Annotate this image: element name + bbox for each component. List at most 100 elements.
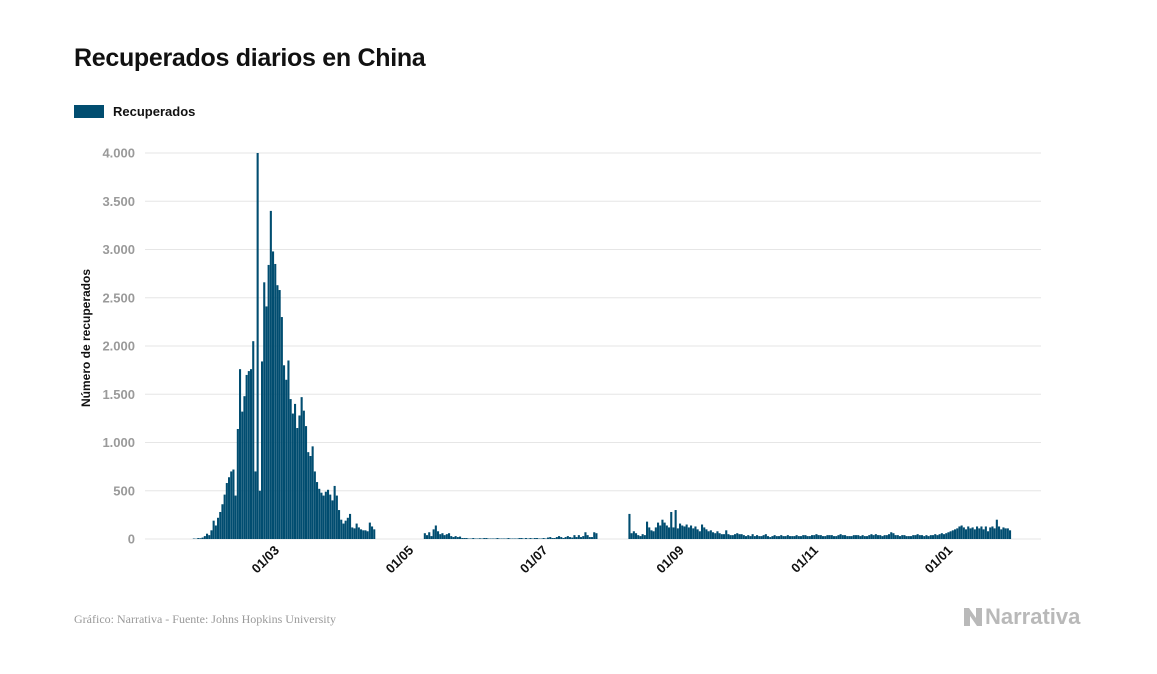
bar: [434, 525, 437, 539]
bar: [819, 535, 822, 539]
bar: [287, 360, 290, 540]
bar: [448, 533, 451, 539]
bar: [903, 535, 906, 539]
bar: [456, 537, 459, 539]
bar: [668, 527, 671, 539]
bar: [782, 536, 785, 540]
bar: [272, 251, 275, 539]
bar: [320, 492, 323, 539]
bar: [910, 536, 913, 540]
bar: [208, 535, 211, 539]
bar: [925, 535, 928, 539]
bar: [901, 535, 904, 539]
bar: [932, 535, 935, 539]
bar: [745, 536, 748, 540]
bar: [657, 522, 660, 540]
bar: [912, 535, 915, 539]
bar: [432, 529, 435, 539]
bar: [789, 536, 792, 540]
bar: [430, 536, 433, 540]
bar: [219, 511, 222, 539]
bar: [366, 531, 369, 539]
bar: [756, 535, 759, 539]
bar: [243, 396, 246, 539]
bar: [760, 536, 763, 540]
bar: [360, 529, 363, 539]
bar: [685, 524, 688, 539]
bar: [263, 282, 266, 539]
bar: [643, 535, 646, 539]
bar: [877, 535, 880, 539]
bar: [940, 533, 943, 539]
bar: [228, 477, 231, 539]
bar: [881, 536, 884, 540]
bar: [738, 534, 741, 539]
bar: [278, 290, 281, 539]
bar: [954, 529, 957, 539]
bar: [692, 528, 695, 539]
bar: [586, 535, 589, 539]
bar: [762, 535, 765, 539]
bar: [945, 533, 948, 539]
bar: [855, 535, 858, 539]
bar: [663, 522, 666, 540]
bar: [562, 538, 565, 539]
bar: [428, 532, 431, 540]
bar: [285, 379, 288, 539]
bar: [828, 535, 831, 539]
bar: [580, 537, 583, 539]
bar: [551, 538, 554, 539]
bar: [890, 532, 893, 540]
y-tick-label: 1.500: [102, 387, 135, 402]
bar: [824, 536, 827, 540]
bar: [852, 535, 855, 539]
bar: [201, 537, 204, 539]
bar: [234, 495, 237, 539]
bar: [294, 403, 297, 539]
bar: [351, 527, 354, 539]
x-tick-label: 01/03: [249, 543, 283, 577]
bar: [443, 535, 446, 539]
bar: [661, 519, 664, 539]
bar: [956, 528, 959, 539]
x-tick-label: 01/11: [788, 543, 821, 576]
bar: [701, 524, 704, 539]
bar: [296, 428, 299, 539]
bar: [496, 538, 499, 539]
bar: [210, 530, 213, 540]
bar: [731, 535, 734, 539]
bar: [995, 519, 998, 539]
bar: [245, 374, 248, 539]
bar: [371, 526, 374, 539]
bar: [872, 535, 875, 539]
bar: [298, 415, 301, 539]
bar: [648, 527, 651, 539]
bar: [355, 523, 358, 539]
bar: [960, 525, 963, 539]
bar: [951, 530, 954, 540]
bar: [705, 529, 708, 539]
bar: [1006, 528, 1009, 539]
bar: [813, 535, 816, 539]
bar: [555, 537, 558, 539]
bar: [344, 520, 347, 539]
bar: [683, 526, 686, 539]
bar: [870, 534, 873, 539]
legend-label: Recuperados: [113, 104, 196, 119]
bar: [927, 536, 930, 540]
bar: [830, 535, 833, 539]
bar: [694, 526, 697, 539]
bar: [969, 528, 972, 539]
bar: [727, 534, 730, 539]
bar: [316, 482, 319, 539]
bar: [802, 535, 805, 539]
bar: [971, 527, 974, 539]
bar: [844, 535, 847, 539]
bar: [863, 536, 866, 540]
bar: [775, 536, 778, 540]
bar: [364, 530, 367, 540]
y-tick-label: 1.000: [102, 435, 135, 450]
bar: [894, 535, 897, 539]
bar: [309, 456, 312, 539]
bar: [747, 535, 750, 539]
